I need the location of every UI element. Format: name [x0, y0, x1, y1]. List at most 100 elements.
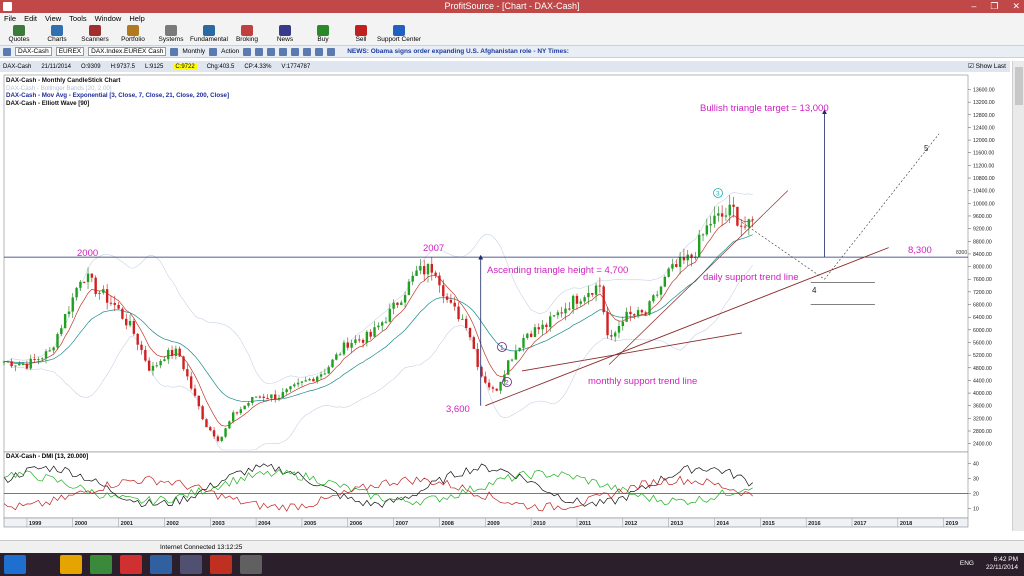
taskbar-app-icon[interactable]: [60, 555, 82, 574]
menu-edit[interactable]: Edit: [24, 14, 38, 23]
chart-tool-icon[interactable]: [255, 47, 264, 56]
toolbar-label: Charts: [47, 36, 67, 43]
taskbar-app-icon[interactable]: [180, 555, 202, 574]
menu-file[interactable]: File: [4, 14, 17, 23]
candle-body: [331, 359, 334, 368]
chart-canvas[interactable]: 13600.0013200.0012800.0012400.0012000.00…: [0, 72, 1012, 540]
taskbar-app-icon[interactable]: [150, 555, 172, 574]
taskbar-app-icon[interactable]: [210, 555, 232, 574]
toolbar-button-systems[interactable]: Systems: [156, 24, 186, 45]
chart-tool-icon[interactable]: [267, 47, 276, 56]
taskbar-app-icon[interactable]: [90, 555, 112, 574]
exchange-select[interactable]: EUREX: [55, 47, 85, 56]
quote-symbol: DAX-Cash: [3, 63, 32, 70]
chart-toolbar: DAX-Cash EUREX DAX.Index.EUREX Cash Mont…: [0, 46, 1024, 58]
close-button[interactable]: ✕: [1012, 1, 1020, 11]
candle-body: [289, 386, 292, 390]
minimize-button[interactable]: –: [971, 1, 977, 11]
legend-bollinger: DAX-Cash - Bollinger Bands [20, 2.00]: [6, 84, 112, 92]
scrollbar-thumb[interactable]: [1015, 67, 1023, 105]
candle-body: [533, 327, 537, 337]
candle-body: [468, 328, 472, 338]
x-tick-label: 2010: [533, 521, 545, 527]
candle-body: [510, 359, 514, 361]
candle-body: [216, 436, 220, 441]
x-tick-label: 2006: [350, 521, 362, 527]
symbol-input[interactable]: DAX-Cash: [15, 47, 52, 56]
taskbar-app-icon[interactable]: [4, 555, 26, 574]
candle-body: [285, 389, 288, 393]
chart-tool-icon[interactable]: [315, 47, 324, 56]
toolbar-button-sell[interactable]: Sell: [346, 24, 376, 45]
candle-body: [457, 306, 460, 320]
menu-view[interactable]: View: [45, 14, 62, 23]
clock-date: 22/11/2014: [985, 564, 1018, 571]
candle-body: [480, 366, 483, 377]
x-tick-label: 2005: [304, 521, 316, 527]
chart-tool-icon[interactable]: [327, 47, 336, 56]
taskbar-app-icon[interactable]: [240, 555, 262, 574]
menu-window[interactable]: Window: [94, 14, 122, 23]
candle-body: [178, 348, 181, 357]
toolbar-button-scanners[interactable]: Scanners: [80, 24, 110, 45]
toolbar-button-broking[interactable]: Broking: [232, 24, 262, 45]
maximize-button[interactable]: ❐: [990, 1, 999, 11]
candle-body: [144, 349, 147, 361]
x-tick-label: 2000: [75, 521, 87, 527]
broking-icon: [241, 25, 253, 36]
candle-body: [48, 350, 52, 352]
toolbar-button-quotes[interactable]: Quotes: [4, 24, 34, 45]
toolbar-button-buy[interactable]: Buy: [308, 24, 338, 45]
y-tick-label: 10800.00: [973, 176, 995, 182]
candle-body: [189, 376, 193, 389]
menu-tools[interactable]: Tools: [69, 14, 87, 23]
candle-body: [701, 234, 705, 236]
y-tick-label: 6000.00: [973, 328, 992, 334]
period-select[interactable]: Monthly: [182, 48, 206, 55]
candle-body: [678, 257, 682, 267]
candle-body: [434, 272, 437, 276]
windows-taskbar: ENG 6:42 PM 22/11/2014: [0, 553, 1024, 576]
candle-body: [518, 347, 521, 351]
show-last-checkbox[interactable]: ☑ Show Last: [968, 63, 1006, 70]
vertical-scrollbar[interactable]: [1012, 61, 1024, 531]
clock-time: 6:42 PM: [993, 556, 1018, 563]
candle-body: [419, 266, 422, 271]
candle-body: [682, 257, 686, 261]
news-icon: [279, 25, 291, 36]
toolbar-button-news[interactable]: News: [270, 24, 300, 45]
toolbar-button-portfolio[interactable]: Portfolio: [118, 24, 148, 45]
chart-tool-icon[interactable]: [279, 47, 288, 56]
chart-tool-icon[interactable]: [243, 47, 252, 56]
chart-tool-icon[interactable]: [303, 47, 312, 56]
candle-body: [743, 226, 747, 228]
x-tick-label: 2009: [487, 521, 499, 527]
candle-body: [86, 273, 90, 283]
menu-help[interactable]: Help: [129, 14, 145, 23]
candle-body: [720, 213, 724, 217]
toolbar-button-fundamental[interactable]: Fundamental: [190, 24, 228, 45]
candle-body: [407, 281, 411, 296]
y-tick-label: 11200.00: [973, 163, 994, 169]
action-menu[interactable]: Action: [221, 48, 240, 55]
legend-dmi: DAX-Cash - DMI [13, 20.000]: [6, 453, 89, 460]
candle-body: [697, 234, 701, 257]
taskbar-app-icon[interactable]: [120, 555, 142, 574]
system-clock[interactable]: 6:42 PM 22/11/2014: [986, 556, 1018, 572]
chart-tool-icon[interactable]: [291, 47, 300, 56]
candle-body: [751, 219, 754, 221]
fundamental-icon: [203, 25, 215, 36]
news-ticker[interactable]: NEWS: Obama signs order expanding U.S. A…: [347, 48, 569, 55]
window-controls: – ❐ ✕: [971, 0, 1020, 13]
candle-body: [644, 312, 647, 315]
language-indicator[interactable]: ENG: [959, 560, 974, 567]
x-tick-label: 2002: [166, 521, 178, 527]
candle-body: [79, 281, 82, 288]
candle-body: [319, 374, 323, 377]
instrument-input[interactable]: DAX.Index.EUREX Cash: [88, 47, 167, 56]
quote-last: C:9722: [173, 63, 197, 70]
status-bar: Internet Connected 13:12:25: [0, 540, 1024, 553]
toolbar-button-charts[interactable]: Charts: [42, 24, 72, 45]
toolbar-button-support-center[interactable]: Support Center: [377, 24, 421, 45]
y-tick-label: 7200.00: [973, 290, 992, 296]
